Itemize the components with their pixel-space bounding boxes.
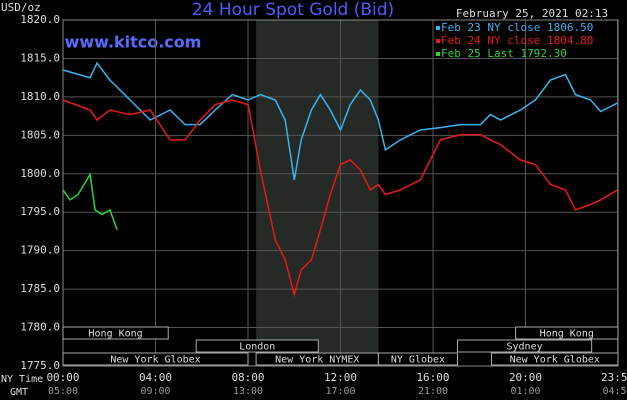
y-tick-label: 1780.0	[20, 321, 60, 334]
gmt-tick-label: 09:00	[140, 386, 170, 397]
x-tick-label: 12:00	[324, 371, 357, 384]
session-box	[195, 339, 319, 353]
legend-swatch	[436, 52, 440, 56]
legend-swatch	[436, 26, 440, 30]
series-line	[62, 172, 118, 231]
session-label: London	[239, 342, 275, 353]
series-line	[62, 99, 618, 298]
y-tick-label: 1785.0	[20, 282, 60, 295]
x-tick-label: 04:00	[139, 371, 172, 384]
y-tick-label: 1800.0	[20, 167, 60, 180]
legend-entry: Feb 24 NY close 1804.80	[441, 34, 593, 47]
session-label: Hong Kong	[89, 329, 143, 340]
session-label: New York Globex	[110, 355, 200, 366]
session-box	[515, 326, 619, 340]
session-label: New York NYMEX	[275, 355, 359, 366]
x-tick-label: 08:00	[231, 371, 264, 384]
x-tick-label: 00:00	[46, 371, 79, 384]
y-tick-label: 1805.0	[20, 128, 60, 141]
session-label: Hong Kong	[540, 329, 594, 340]
highlight-band	[256, 20, 379, 366]
session-label: NY Globex	[391, 355, 445, 366]
legend-entry: Feb 25 Last 1792.30	[441, 47, 567, 60]
session-label: New York Globex	[510, 355, 600, 366]
y-tick-label: 1795.0	[20, 205, 60, 218]
session-box	[457, 339, 593, 353]
legend-entry: Feb 23 NY close 1806.50	[441, 21, 593, 34]
session-box	[62, 352, 249, 366]
y-unit: USD/oz	[1, 1, 41, 14]
y-tick-label: 1815.0	[20, 51, 60, 64]
chart-title: 24 Hour Spot Gold (Bid)	[192, 0, 394, 20]
y-tick-label: 1775.0	[20, 359, 60, 372]
y-tick-label: 1820.0	[20, 13, 60, 26]
session-box	[62, 326, 169, 340]
gmt-tick-label: 04:59	[602, 386, 627, 397]
timestamp: February 25, 2021 02:13	[456, 7, 608, 20]
gmt-tick-label: 05:00	[48, 386, 78, 397]
y-tick-label: 1810.0	[20, 90, 60, 103]
plot-frame	[62, 19, 619, 367]
gmt-tick-label: 17:00	[325, 386, 355, 397]
watermark: www.kitco.com	[65, 33, 202, 52]
series-line	[62, 61, 618, 181]
gmt-tick-label: 01:00	[510, 386, 540, 397]
session-box	[377, 352, 459, 366]
legend-swatch	[436, 39, 440, 43]
session-label: Sydney	[507, 342, 543, 353]
gmt-tick-label: 21:00	[418, 386, 448, 397]
y-tick-label: 1790.0	[20, 244, 60, 257]
gmt-tick-label: 13:00	[233, 386, 263, 397]
x-row-label: GMT	[10, 387, 28, 398]
x-tick-label: 16:00	[416, 371, 449, 384]
x-tick-label: 23:59	[601, 371, 627, 384]
x-tick-label: 20:00	[509, 371, 542, 384]
session-box	[491, 352, 619, 366]
x-row-label: NY Time	[1, 374, 43, 385]
